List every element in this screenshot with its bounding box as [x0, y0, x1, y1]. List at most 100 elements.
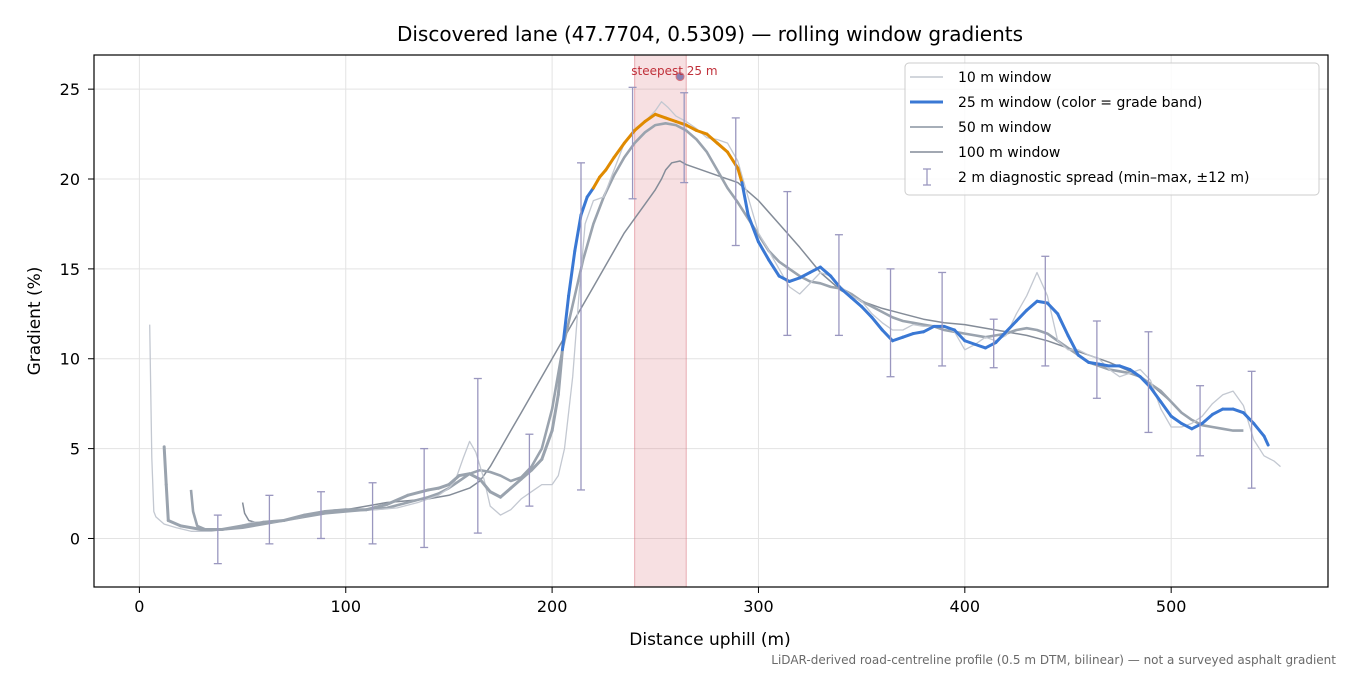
series-25m-segment [1252, 421, 1266, 438]
series-25m-segment [1179, 421, 1194, 431]
x-tick-label: 500 [1156, 597, 1187, 616]
series-25m-segment [179, 524, 203, 531]
series-25m-segment [478, 477, 492, 494]
y-tick-label: 5 [70, 440, 80, 459]
series-25m-segment [715, 141, 730, 154]
plot-frame [93, 54, 1329, 588]
series-25m-segment [1045, 301, 1060, 316]
y-axis-label: Gradient (%) [25, 267, 45, 376]
series-25m-segment [1231, 407, 1245, 415]
series-25m-segment [963, 339, 977, 346]
series-25m-segment [1159, 400, 1173, 418]
legend-label: 50 m window [958, 120, 1051, 136]
series-25m-segment [942, 324, 956, 332]
series-25m-segment [740, 181, 750, 217]
series-25m-segment [1128, 368, 1142, 379]
x-tick-label: 400 [950, 597, 981, 616]
steepest-window-label: steepest 25 m [631, 64, 717, 78]
legend: 10 m window 25 m window (color = grade ba… [904, 62, 1320, 196]
series-25m-segment [994, 330, 1008, 345]
series-25m-segment [952, 328, 967, 343]
series-25m-segment [860, 305, 874, 319]
series-25m-segment [756, 240, 771, 262]
series-25m-segment [598, 168, 608, 179]
series-25m-segment [612, 141, 626, 159]
series-25m-segment [798, 270, 812, 280]
legend-label: 10 m window [958, 70, 1051, 86]
y-tick-label: 10 [60, 350, 80, 369]
series-25m-segment [220, 524, 245, 531]
series-25m-segment [705, 132, 719, 145]
x-tick-label: 0 [134, 597, 144, 616]
footnote: LiDAR-derived road-centreline profile (0… [771, 653, 1336, 667]
series-25m-segment [164, 483, 170, 522]
series-25m-segment [447, 474, 461, 487]
series-25m-segment [437, 483, 451, 490]
series-25m-segment [261, 519, 286, 524]
series-25m-segment [166, 519, 183, 528]
series-25m-segment [585, 186, 595, 199]
y-tick-label: 25 [60, 80, 80, 99]
series-25m-segment [550, 393, 560, 433]
steepest-window-band [634, 54, 687, 588]
series-25m-segment [241, 520, 265, 528]
series-25m-segment [1169, 414, 1183, 425]
series-25m-segment [1149, 386, 1163, 404]
series-25m-segment [695, 128, 709, 136]
series-25m-segment [364, 502, 389, 512]
series-25m-segment [282, 513, 306, 522]
series-25m-segment [1025, 299, 1039, 312]
steepest-window-highlight: steepest 25 m [631, 54, 718, 588]
series-25m-segment [540, 429, 554, 461]
series-25m-segment [499, 486, 513, 499]
series-25m-segment [1076, 353, 1091, 364]
series-25m-segment [162, 445, 168, 487]
errorbar-layer [213, 86, 1256, 565]
series-25m-segment [1014, 308, 1029, 323]
series-25m-segment [1262, 434, 1270, 447]
series-25m-segment [302, 510, 327, 517]
series-25m-segment [643, 112, 657, 123]
series-25m-segment [556, 348, 564, 397]
series-25m-segment [767, 258, 781, 278]
series-layer [149, 101, 1281, 532]
series-25m-segment [870, 315, 884, 332]
series-25m-segment [457, 472, 472, 478]
legend-label: 25 m window (color = grade band) [958, 95, 1202, 111]
series-25m-segment [1097, 362, 1111, 368]
series-25m-segment [567, 249, 577, 298]
series-25m-segment [406, 488, 430, 497]
series-25m-segment [1118, 364, 1132, 372]
y-tick-label: 15 [60, 260, 80, 279]
series-25m-segment [1066, 333, 1080, 357]
series-25m-segment [633, 120, 647, 132]
series-25m-segment [1056, 312, 1070, 337]
series-25m-segment [849, 296, 864, 309]
series-25m-segment [891, 335, 905, 343]
steepest-peak-marker [675, 72, 685, 82]
legend-label: 100 m window [958, 145, 1060, 161]
legend-label: 2 m diagnostic spread (min–max, ±12 m) [958, 170, 1249, 186]
series-25m-segment [426, 486, 441, 492]
series-25m-segment [818, 265, 833, 278]
x-tick-label: 200 [537, 597, 568, 616]
y-tick-label: 20 [60, 170, 80, 189]
series-25m-segment [1004, 319, 1018, 334]
series-25m-segment [1210, 407, 1225, 416]
series-25m-segment [509, 477, 523, 490]
series-25m-segment [664, 116, 678, 123]
series-25m-segment [573, 213, 583, 253]
series-25m-segment [579, 195, 589, 217]
series-25m-segment [653, 112, 668, 120]
series-25m-segment [787, 276, 802, 283]
series-25m-segment [736, 166, 744, 185]
x-axis-label: Distance uphill (m) [629, 630, 790, 650]
series-25m-segment [323, 508, 348, 514]
series-25m-segment [385, 493, 410, 506]
series-25m-segment [901, 332, 915, 339]
x-tick-label: 100 [330, 597, 361, 616]
series-25m-segment [488, 490, 503, 499]
series-25m-segment [839, 287, 853, 300]
y-tick-label: 0 [70, 529, 80, 548]
